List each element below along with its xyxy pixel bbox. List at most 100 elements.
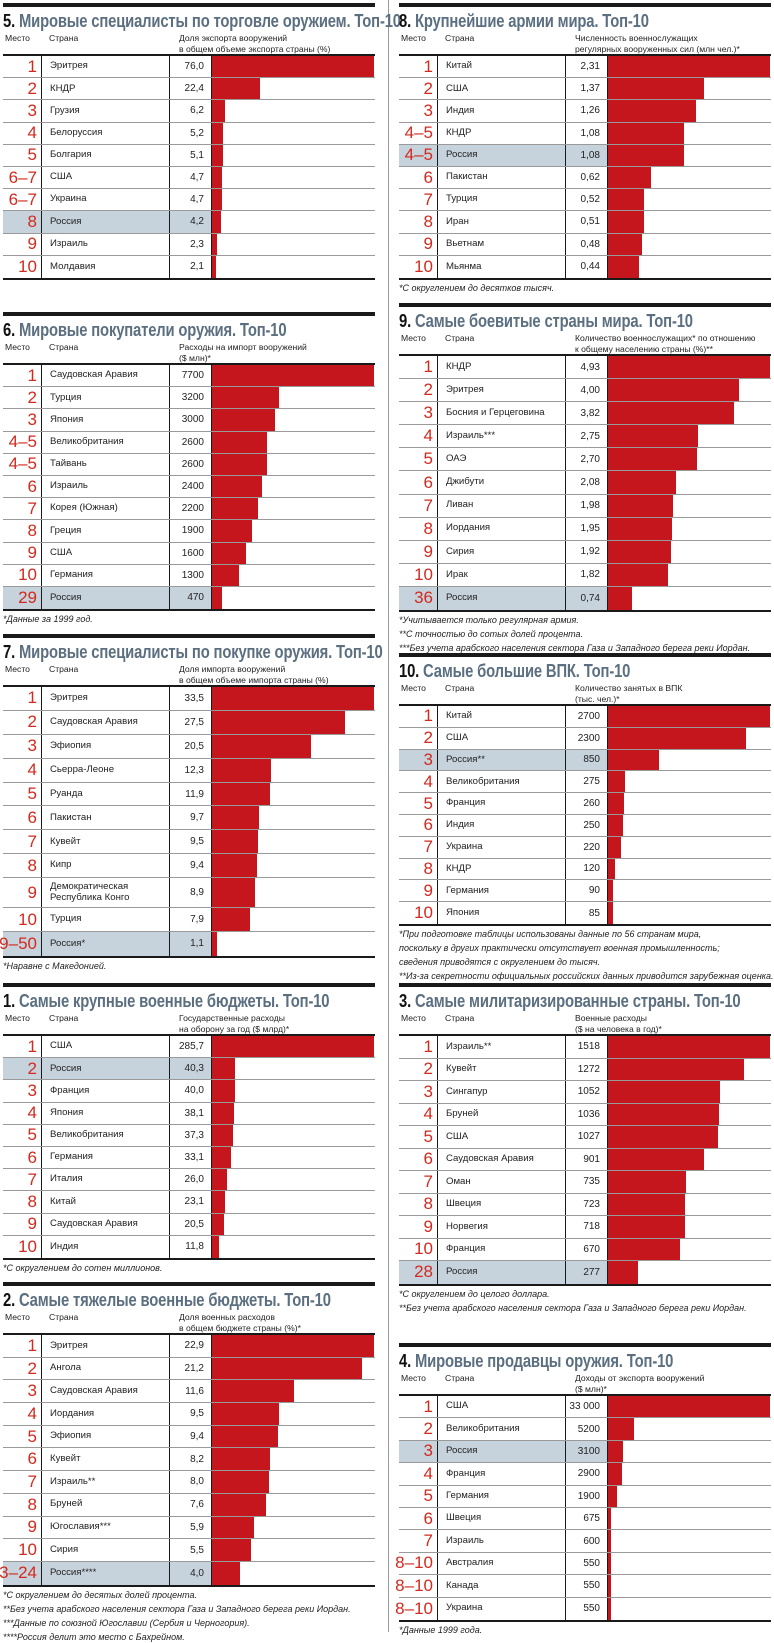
rank-cell: 2 [27,712,37,732]
value-cell: 1518 [565,1036,608,1058]
value-bar [608,1126,718,1148]
value-cell: 550 [565,1597,608,1620]
table-row: 5 ОАЭ 2,70 [399,448,771,472]
rank-cell: 1 [423,1396,433,1416]
value-cell: 550 [565,1575,608,1597]
rank-cell: 9 [27,543,37,563]
country-cell: Эритрея [41,1335,169,1357]
value-bar [608,563,668,586]
country-cell: Россия [437,144,565,166]
value-cell: 1,98 [565,494,608,517]
country-cell: КНДР [437,858,565,880]
rank-cell: 7 [423,1171,433,1191]
rank-cell: 4 [423,426,433,446]
country-cell: США [41,542,169,564]
table-header: Место Страна Количество занятых в ВПК (тыс.… [399,682,771,706]
table-row: 10 Индия 11,8 [3,1235,375,1258]
value-bar [608,78,705,100]
highlight-background [399,586,608,611]
value-bar [212,189,223,211]
rank-cell: 1 [423,56,433,76]
value-bar [212,475,263,498]
value-bar [608,1148,705,1170]
country-cell: Россия [41,211,169,233]
value-bar [608,1238,680,1260]
value-cell: 1900 [565,1485,608,1507]
table-rows: 1 США 285,7 2 Россия 40,3 3 Франция 40,0 4 Япония 3… [3,1036,375,1260]
table-number: 6. [3,319,19,340]
value-cell: 1300 [169,564,212,586]
table-row: 10 Турция 7,9 [3,908,375,933]
table-row: 4 Великобритания 275 [399,771,771,794]
header-value-line: ($ млн)* [179,352,211,363]
header-country: Страна [49,664,79,674]
country-cell: Мьянма [437,255,565,278]
table-rows: 1 Эритрея 33,5 2 Саудовская Аравия 27,5 3 Эфиоп… [0,687,375,958]
country-cell: Кувейт [437,1058,565,1080]
country-cell: Саудовская Аравия [41,1380,169,1403]
table-rows: 1 Китай 2700 2 США 2300 3 Россия** 850 4 Великобри… [399,706,771,926]
table-row: 8–10 Канада 550 [395,1575,771,1598]
highlight-background [3,932,212,956]
footnote: ****Россия делит это место с Бахрейном. [3,1631,185,1642]
table-rows: 1 Китай 2,31 2 США 1,37 3 Индия 1,26 4–5 КНДР 1,08 4… [399,56,771,280]
header-value-line: Количество занятых в ВПК [575,683,683,693]
value-bar [608,540,672,563]
value-cell: 470 [169,586,212,610]
table-row: 2 Саудовская Аравия 27,5 [3,710,375,735]
value-bar [212,854,258,878]
table-row: 9 Норвегия 718 [399,1216,771,1239]
value-bar [212,586,222,610]
value-cell: 3100 [565,1440,608,1463]
table-row: 7 Ливан 1,98 [399,494,771,518]
rank-cell: 10 [414,564,433,584]
header-value: Количество военнослужащих* по отношению к… [575,333,770,354]
table-row: 4–5 Тайвань 2600 [3,453,375,476]
value-bar [212,1213,224,1235]
country-cell: Индия [437,100,565,122]
value-cell: 4,0 [169,1561,212,1585]
country-cell: Сирия [41,1539,169,1561]
country-cell: Франция [437,1238,565,1260]
footnote: *Данные за 1999 год. [3,614,93,625]
value-bar [212,758,272,782]
country-cell: Франция [437,793,565,814]
table-row: 8 Россия 4,2 [3,211,375,234]
value-bar [212,387,280,409]
table-row: 10 Франция 670 [399,1238,771,1261]
rank-cell: 1 [27,56,37,76]
value-bar [608,814,623,836]
table-most-militarized: 3. Самые милитаризированные страны. Топ-… [399,983,771,1314]
rank-cell: 6 [27,1449,37,1469]
value-cell: 1027 [565,1126,608,1148]
rank-cell: 8–10 [395,1598,433,1618]
table-row: 29 Россия 470 [3,586,375,610]
column-divider [388,0,389,1632]
value-bar [212,1058,235,1080]
rank-cell: 4–5 [8,454,37,474]
country-cell: Сингапур [437,1081,565,1103]
table-row: 2 США 1,37 [399,78,771,101]
value-bar [608,1597,611,1620]
country-cell: Швеция [437,1193,565,1215]
country-cell: Россия [41,1058,169,1080]
table-row: 8 Кипр 9,4 [3,854,375,879]
country-cell: Сирия [437,540,565,563]
table-row: 4 Белоруссия 5,2 [3,122,375,145]
country-cell: Кувейт [41,830,169,854]
table-number: 10. [399,660,424,681]
title-rule [399,983,771,987]
value-bar [608,356,770,379]
rank-cell: 2 [27,1358,37,1378]
value-cell: 1272 [565,1058,608,1080]
value-cell: 2600 [169,431,212,453]
rank-cell: 2 [423,1059,433,1079]
table-row: 3 Индия 1,26 [399,100,771,123]
table-row: 2 Ангола 21,2 [3,1357,375,1381]
table-number: 1. [3,990,19,1011]
value-cell: 11,8 [169,1235,212,1258]
value-cell: 8,9 [169,878,212,908]
value-cell: 2,1 [169,255,212,278]
rank-cell: 10 [18,256,37,276]
rank-cell: 1 [27,1036,37,1056]
